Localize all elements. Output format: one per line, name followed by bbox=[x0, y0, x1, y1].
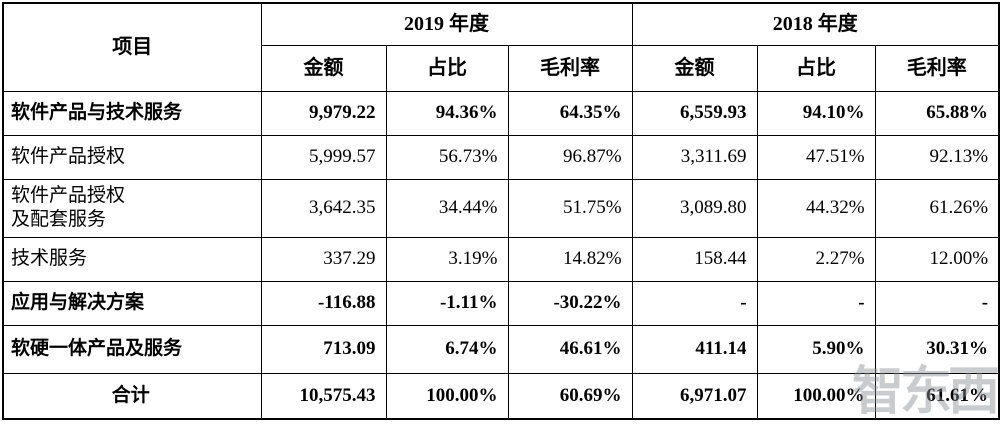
cell-share-2018: - bbox=[756, 280, 876, 326]
header-share-2019: 占比 bbox=[385, 44, 509, 92]
table-row: 软硬一体产品及服务 713.09 6.74% 46.61% 411.14 5.9… bbox=[2, 324, 1000, 374]
row-label-total: 合计 bbox=[2, 372, 262, 420]
cell-amount-2019: 3,642.35 bbox=[260, 178, 387, 238]
cell-share-2019: 56.73% bbox=[385, 134, 509, 180]
cell-share-2018: 94.10% bbox=[756, 90, 876, 136]
cell-share-2019: 3.19% bbox=[385, 236, 509, 282]
cell-amount-2019: 337.29 bbox=[260, 236, 387, 282]
row-label: 技术服务 bbox=[2, 236, 262, 282]
cell-share-2018: 47.51% bbox=[756, 134, 876, 180]
cell-margin-2018: 61.26% bbox=[874, 178, 1000, 238]
header-item: 项目 bbox=[2, 2, 262, 92]
cell-amount-2018: - bbox=[631, 280, 758, 326]
cell-amount-2019: 5,999.57 bbox=[260, 134, 387, 180]
header-amount-2018: 金额 bbox=[631, 44, 758, 92]
header-year-2019: 2019 年度 bbox=[260, 2, 633, 46]
cell-amount-2018: 411.14 bbox=[631, 324, 758, 374]
cell-share-2019: -1.11% bbox=[385, 280, 509, 326]
cell-share-2019: 94.36% bbox=[385, 90, 509, 136]
table-row: 应用与解决方案 -116.88 -1.11% -30.22% - - - bbox=[2, 280, 1000, 326]
header-margin-2018: 毛利率 bbox=[874, 44, 1000, 92]
cell-margin-2019: 60.69% bbox=[507, 372, 633, 420]
cell-margin-2018: 61.61% bbox=[874, 372, 1000, 420]
table-row: 软件产品授权 5,999.57 56.73% 96.87% 3,311.69 4… bbox=[2, 134, 1000, 180]
cell-margin-2019: 51.75% bbox=[507, 178, 633, 238]
header-margin-2019: 毛利率 bbox=[507, 44, 633, 92]
cell-amount-2019: 10,575.43 bbox=[260, 372, 387, 420]
cell-share-2019: 34.44% bbox=[385, 178, 509, 238]
header-amount-2019: 金额 bbox=[260, 44, 387, 92]
header-year-2018: 2018 年度 bbox=[631, 2, 1000, 46]
table-header-row-metrics: 金额 占比 毛利率 金额 占比 毛利率 bbox=[3, 44, 1000, 92]
cell-share-2018: 2.27% bbox=[756, 236, 876, 282]
cell-margin-2019: 64.35% bbox=[507, 90, 633, 136]
table-header-row-years: 项目 2019 年度 2018 年度 bbox=[2, 2, 1000, 92]
cell-amount-2018: 3,089.80 bbox=[631, 178, 758, 238]
cell-margin-2018: 92.13% bbox=[874, 134, 1000, 180]
cell-share-2019: 6.74% bbox=[385, 324, 509, 374]
cell-share-2019: 100.00% bbox=[385, 372, 509, 420]
row-label: 软件产品授权 bbox=[2, 134, 262, 180]
header-share-2018: 占比 bbox=[756, 44, 876, 92]
cell-margin-2019: -30.22% bbox=[507, 280, 633, 326]
table-row-total: 合计 10,575.43 100.00% 60.69% 6,971.07 100… bbox=[2, 372, 1000, 420]
row-label: 软硬一体产品及服务 bbox=[2, 324, 262, 374]
table-row: 软件产品授权 及配套服务 3,642.35 34.44% 51.75% 3,08… bbox=[2, 178, 1000, 238]
row-label: 软件产品授权 及配套服务 bbox=[2, 178, 262, 238]
cell-margin-2018: 12.00% bbox=[874, 236, 1000, 282]
cell-margin-2018: - bbox=[874, 280, 1000, 326]
cell-share-2018: 100.00% bbox=[756, 372, 876, 420]
row-label: 软件产品与技术服务 bbox=[2, 90, 262, 136]
table-row: 软件产品与技术服务 9,979.22 94.36% 64.35% 6,559.9… bbox=[2, 90, 1000, 136]
cell-amount-2018: 6,559.93 bbox=[631, 90, 758, 136]
cell-amount-2019: 713.09 bbox=[260, 324, 387, 374]
cell-amount-2019: -116.88 bbox=[260, 280, 387, 326]
row-label: 应用与解决方案 bbox=[2, 280, 262, 326]
cell-amount-2018: 6,971.07 bbox=[631, 372, 758, 420]
cell-share-2018: 5.90% bbox=[756, 324, 876, 374]
cell-amount-2018: 3,311.69 bbox=[631, 134, 758, 180]
cell-amount-2019: 9,979.22 bbox=[260, 90, 387, 136]
cell-margin-2018: 65.88% bbox=[874, 90, 1000, 136]
cell-margin-2018: 30.31% bbox=[874, 324, 1000, 374]
cell-margin-2019: 46.61% bbox=[507, 324, 633, 374]
cell-margin-2019: 14.82% bbox=[507, 236, 633, 282]
cell-margin-2019: 96.87% bbox=[507, 134, 633, 180]
table-row: 技术服务 337.29 3.19% 14.82% 158.44 2.27% 12… bbox=[2, 236, 1000, 282]
cell-share-2018: 44.32% bbox=[756, 178, 876, 238]
cell-amount-2018: 158.44 bbox=[631, 236, 758, 282]
